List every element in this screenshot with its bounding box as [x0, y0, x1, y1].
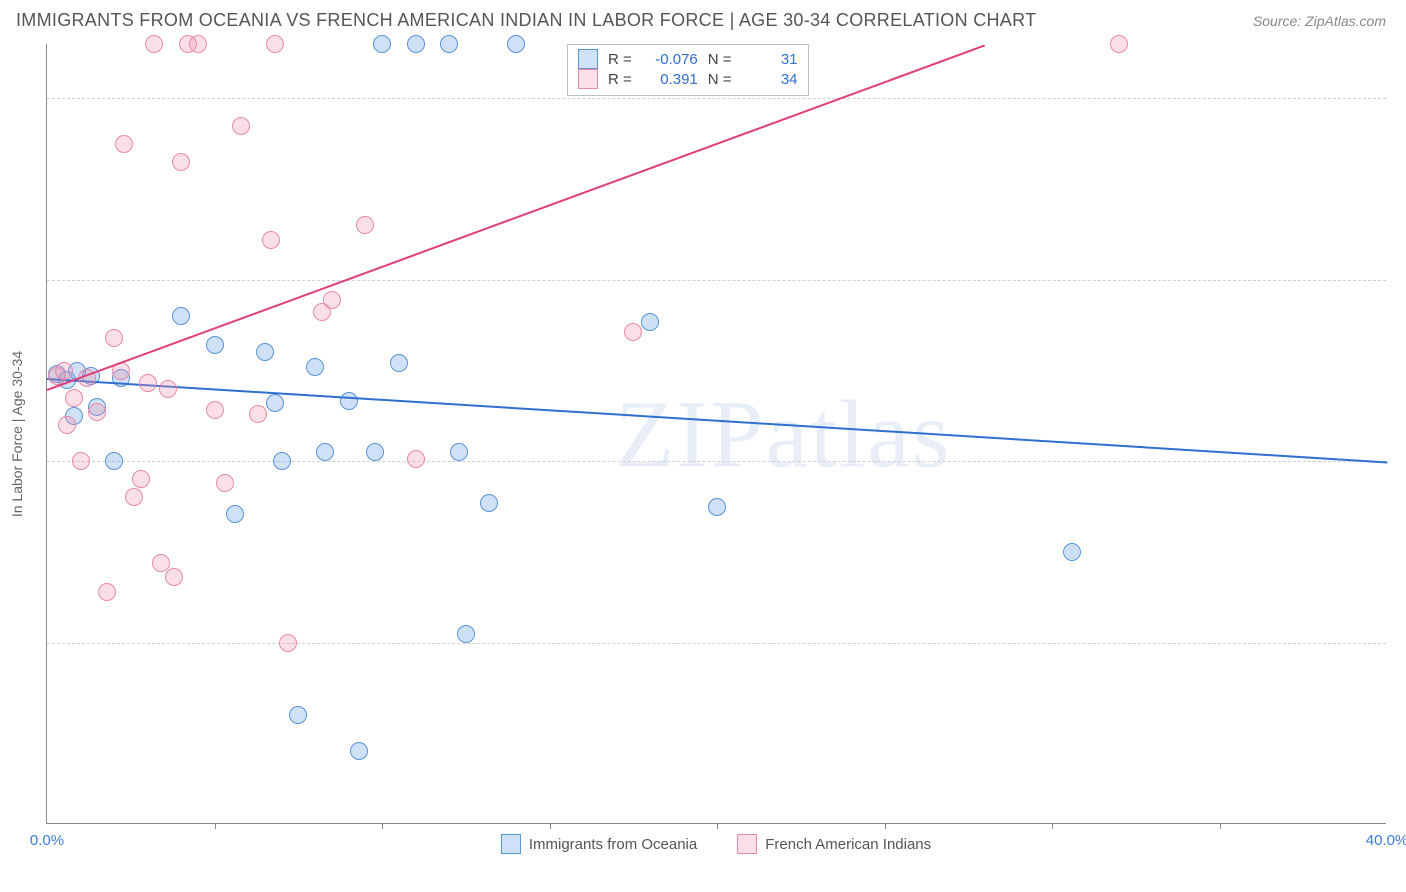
data-point	[407, 35, 425, 53]
x-tick-mark	[215, 823, 216, 829]
watermark-text: ZIPatlas	[615, 378, 951, 489]
y-tick-label: 80.0%	[1394, 453, 1406, 470]
data-point	[152, 554, 170, 572]
swatch-icon	[501, 834, 521, 854]
data-point	[450, 443, 468, 461]
data-point	[273, 452, 291, 470]
data-point	[216, 474, 234, 492]
data-point	[88, 403, 106, 421]
legend-label: Immigrants from Oceania	[529, 836, 697, 853]
data-point	[256, 343, 274, 361]
data-point	[172, 153, 190, 171]
y-axis-label: In Labor Force | Age 30-34	[9, 350, 25, 516]
data-point	[366, 443, 384, 461]
correlation-row: R = 0.391 N = 34	[578, 69, 798, 89]
data-point	[390, 354, 408, 372]
data-point	[132, 470, 150, 488]
swatch-icon	[737, 834, 757, 854]
data-point	[55, 362, 73, 380]
data-point	[323, 291, 341, 309]
data-point	[457, 625, 475, 643]
gridline-h	[47, 461, 1386, 462]
n-label: N =	[708, 71, 732, 88]
legend-item-oceania: Immigrants from Oceania	[501, 834, 697, 854]
y-tick-label: 70.0%	[1394, 634, 1406, 651]
x-tick-mark	[717, 823, 718, 829]
data-point	[407, 450, 425, 468]
data-point	[165, 568, 183, 586]
data-point	[105, 329, 123, 347]
data-point	[58, 416, 76, 434]
data-point	[507, 35, 525, 53]
gridline-h	[47, 643, 1386, 644]
r-value: -0.076	[642, 51, 698, 68]
x-tick-mark	[885, 823, 886, 829]
data-point	[480, 494, 498, 512]
regression-line	[47, 378, 1387, 463]
data-point	[139, 374, 157, 392]
data-point	[316, 443, 334, 461]
data-point	[172, 307, 190, 325]
data-point	[72, 452, 90, 470]
r-label: R =	[608, 71, 632, 88]
x-tick-mark	[1052, 823, 1053, 829]
x-tick-mark	[550, 823, 551, 829]
y-tick-label: 100.0%	[1394, 90, 1406, 107]
data-point	[232, 117, 250, 135]
swatch-icon	[578, 69, 598, 89]
data-point	[145, 35, 163, 53]
legend-item-french: French American Indians	[737, 834, 931, 854]
x-tick-mark	[382, 823, 383, 829]
chart-title: IMMIGRANTS FROM OCEANIA VS FRENCH AMERIC…	[16, 10, 1036, 31]
swatch-icon	[578, 49, 598, 69]
data-point	[350, 742, 368, 760]
y-tick-label: 90.0%	[1394, 271, 1406, 288]
data-point	[105, 452, 123, 470]
data-point	[159, 380, 177, 398]
data-point	[306, 358, 324, 376]
data-point	[65, 389, 83, 407]
correlation-row: R = -0.076 N = 31	[578, 49, 798, 69]
correlation-legend: R = -0.076 N = 31 R = 0.391 N = 34	[567, 44, 809, 96]
data-point	[1063, 543, 1081, 561]
data-point	[373, 35, 391, 53]
data-point	[249, 405, 267, 423]
gridline-h	[47, 280, 1386, 281]
gridline-h	[47, 98, 1386, 99]
data-point	[340, 392, 358, 410]
legend-bottom: Immigrants from Oceania French American …	[46, 834, 1386, 854]
data-point	[440, 35, 458, 53]
data-point	[206, 336, 224, 354]
chart-source: Source: ZipAtlas.com	[1253, 13, 1386, 29]
data-point	[624, 323, 642, 341]
data-point	[708, 498, 726, 516]
n-value: 31	[742, 51, 798, 68]
data-point	[266, 394, 284, 412]
data-point	[1110, 35, 1128, 53]
x-tick-mark	[1220, 823, 1221, 829]
data-point	[641, 313, 659, 331]
chart-header: IMMIGRANTS FROM OCEANIA VS FRENCH AMERIC…	[0, 0, 1406, 37]
data-point	[226, 505, 244, 523]
data-point	[206, 401, 224, 419]
data-point	[279, 634, 297, 652]
data-point	[189, 35, 207, 53]
regression-line	[47, 44, 986, 391]
data-point	[266, 35, 284, 53]
data-point	[356, 216, 374, 234]
data-point	[262, 231, 280, 249]
plot-area: ZIPatlas In Labor Force | Age 30-34 70.0…	[46, 44, 1386, 824]
r-label: R =	[608, 51, 632, 68]
n-value: 34	[742, 71, 798, 88]
data-point	[115, 135, 133, 153]
legend-label: French American Indians	[765, 836, 931, 853]
r-value: 0.391	[642, 71, 698, 88]
data-point	[289, 706, 307, 724]
n-label: N =	[708, 51, 732, 68]
data-point	[98, 583, 116, 601]
plot-canvas: ZIPatlas In Labor Force | Age 30-34 70.0…	[46, 44, 1386, 824]
data-point	[125, 488, 143, 506]
